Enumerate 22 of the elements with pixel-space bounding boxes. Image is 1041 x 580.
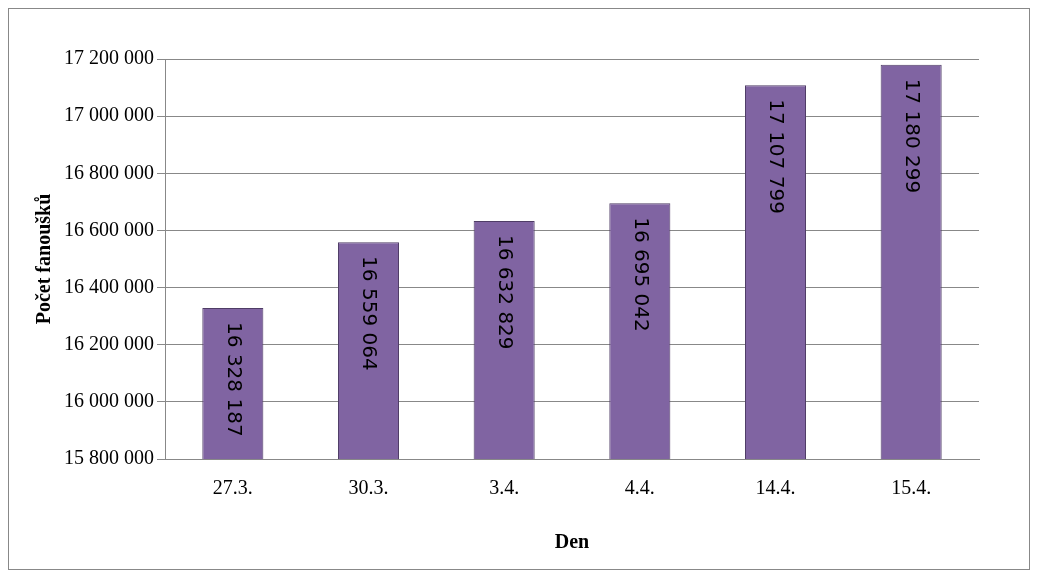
x-tick-label: 3.4.: [489, 476, 520, 499]
data-label: 16 559 064: [358, 256, 383, 371]
y-tick-label: 16 800 000: [64, 160, 154, 183]
x-axis-title: Den: [554, 530, 590, 553]
x-tick-label: 14.4.: [755, 476, 796, 499]
y-tick-label: 15 800 000: [64, 446, 154, 469]
y-tick-label: 17 000 000: [64, 103, 154, 126]
x-tick-label: 30.3.: [348, 476, 389, 499]
x-tick-label: 27.3.: [212, 476, 253, 499]
y-tick-label: 16 400 000: [64, 274, 154, 297]
data-label: 16 328 187: [222, 322, 247, 437]
y-tick-label: 16 200 000: [64, 331, 154, 354]
data-label: 16 632 829: [493, 235, 518, 350]
data-label: 17 107 799: [765, 99, 790, 214]
y-axis-title: Počet fanoušků: [32, 193, 55, 325]
y-tick-label: 17 200 000: [64, 46, 154, 69]
y-tick-label: 16 600 000: [64, 217, 154, 240]
data-label: 16 695 042: [629, 217, 654, 332]
x-tick-label: 4.4.: [624, 476, 655, 499]
y-tick-label: 16 000 000: [64, 389, 154, 412]
x-tick-label: 15.4.: [891, 476, 932, 499]
data-label: 17 180 299: [900, 78, 925, 194]
